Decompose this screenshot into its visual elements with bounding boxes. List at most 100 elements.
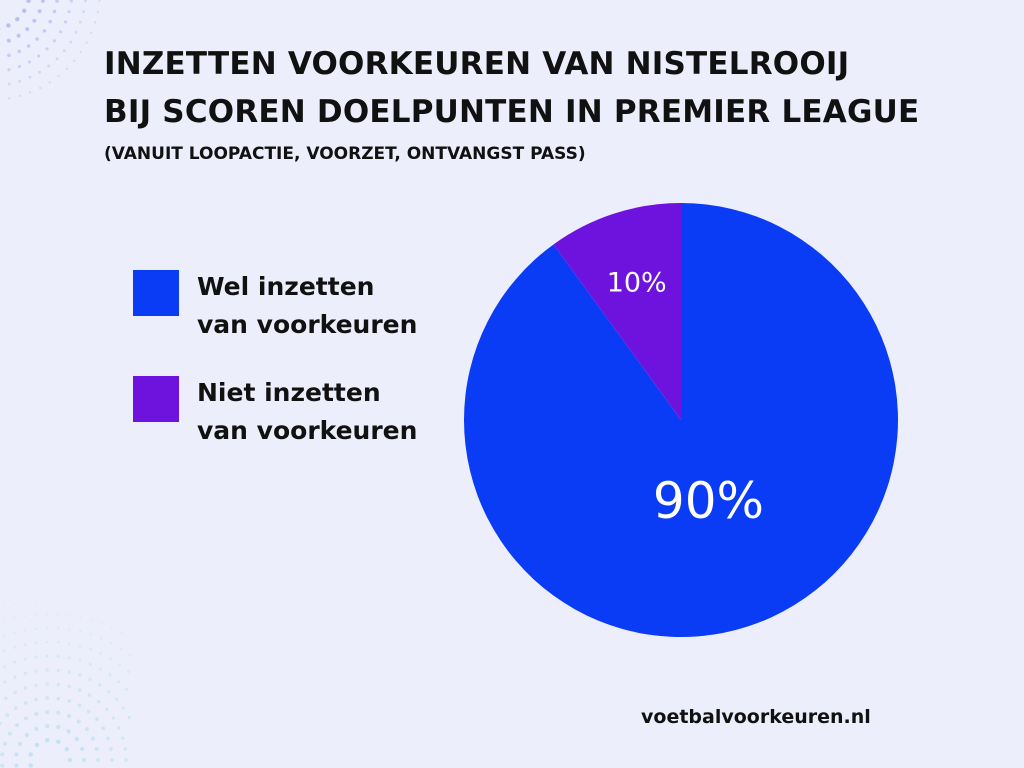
decorative-dot [93,21,97,24]
decorative-dot [34,697,39,702]
decorative-dot [18,79,22,83]
decorative-dot [52,39,56,43]
decorative-dot [68,614,71,617]
decorative-dot [94,746,99,751]
pie-chart: 90% 10% [463,203,898,637]
decorative-dot [67,10,71,14]
decorative-dot [0,721,2,726]
decorative-dot [79,616,82,619]
decorative-dot [96,699,101,704]
legend-label-line: Niet inzetten [197,378,381,407]
decorative-dot [26,0,31,3]
legend-label-line: Wel inzetten [197,272,375,301]
decorative-dot [110,626,113,629]
decorative-dot [117,725,121,730]
decorative-dot [107,690,111,694]
decorative-dot [13,690,17,695]
decorative-dot [35,613,38,616]
decorative-dot [68,600,71,603]
decorative-dot [7,82,11,86]
decorative-dot [118,663,122,667]
decorative-dot [89,647,92,651]
decorative-dot [7,68,11,72]
decorative-dot [25,27,30,32]
decorative-dot [80,746,85,752]
decorative-dot [47,64,50,68]
decorative-dot [56,654,60,658]
decorative-dot [90,736,95,741]
decorative-dot [57,74,60,78]
decorative-dot [67,699,72,703]
decorative-dot [34,641,38,645]
decorative-dot [45,696,50,700]
decorative-dot [67,642,71,645]
decorative-dot [34,669,38,673]
legend-label-niet-inzetten: Niet inzetten van voorkeuren [197,374,457,450]
decorative-dot [110,758,114,762]
decorative-dot [57,599,60,602]
legend-swatch-niet-inzetten [133,376,179,422]
pie-slice-wel-inzetten [463,203,898,637]
decorative-dot [79,50,83,54]
decorative-dot [3,680,7,684]
decorative-dot [104,707,109,712]
decorative-dot [24,614,27,618]
decorative-dot [124,758,128,762]
decorative-dot [45,724,50,729]
decorative-dot [76,719,81,724]
decorative-dot [56,640,60,644]
decorative-dot [15,17,20,22]
decorative-dot [37,54,41,58]
decorative-dot [100,622,103,625]
decorative-dot [56,710,61,715]
decorative-dot [40,0,45,3]
decorative-dot [13,631,16,635]
decorative-dot [18,741,23,746]
decorative-dot [14,752,19,757]
decorative-dot [46,612,49,616]
decorative-dot [127,670,130,674]
decorative-dot [13,617,16,620]
decorative-dot-pattern [0,0,132,768]
decorative-dot [98,667,102,671]
decorative-dot [67,713,71,718]
pie-slice-label-niet-inzetten: 10% [607,267,667,298]
decorative-dot [117,680,120,684]
decorative-dot [6,23,11,28]
decorative-dot [46,598,49,602]
decorative-dot [56,668,60,673]
decorative-dot [78,630,82,633]
decorative-dot [45,738,50,743]
decorative-dot [24,629,27,632]
decorative-dot [28,75,32,79]
decorative-dot [23,643,27,646]
decorative-dot [84,727,89,732]
decorative-dot [42,29,47,33]
decorative-dot [32,18,37,23]
decorative-dot [52,9,57,14]
decorative-dot [99,637,103,640]
decorative-dot [16,33,21,38]
decorative-dot [34,742,40,748]
decorative-dot [67,684,71,689]
decorative-dot [99,652,103,655]
decorative-dot [37,9,42,14]
decorative-dot [109,747,113,751]
decorative-dot [23,701,28,705]
decorative-dot [24,732,30,738]
legend-label-line: van voorkeuren [197,310,418,339]
decorative-dot [24,716,28,721]
decorative-dot [34,683,38,688]
decorative-dot [24,600,27,603]
decorative-dot [77,688,82,692]
decorative-dot [79,601,82,604]
decorative-dot [56,739,61,744]
decorative-dot [66,729,71,734]
legend-swatch-wel-inzetten [133,270,179,316]
decorative-dot [34,627,38,630]
decorative-dot [55,57,59,61]
decorative-dot [120,616,123,619]
chart-title-line-1: INZETTEN VOORKEUREN VAN NISTELROOIJ [104,46,850,82]
decorative-dot [55,0,59,3]
decorative-dot [111,716,116,720]
